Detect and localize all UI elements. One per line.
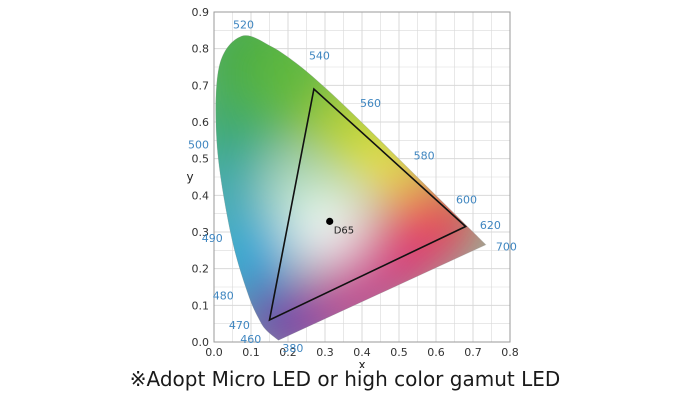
- gamut-triangle-layer: D65: [268, 87, 468, 322]
- gamut-triangle: [268, 87, 468, 322]
- y-tick-label: 0.3: [192, 226, 210, 239]
- caption: ※Adopt Micro LED or high color gamut LED: [129, 367, 561, 391]
- y-tick-label: 0.8: [192, 43, 210, 56]
- y-tick-label: 0.4: [192, 189, 210, 202]
- wavelength-label-560: 560: [360, 97, 381, 110]
- wavelength-label-380: 380: [282, 342, 303, 355]
- wavelength-label-490: 490: [202, 232, 223, 245]
- x-tick-label: 0.8: [501, 346, 519, 359]
- white-point-label: D65: [334, 225, 354, 236]
- y-tick-label: 0.0: [192, 336, 210, 349]
- white-point-marker: [326, 217, 334, 225]
- x-tick-label: 0.0: [205, 346, 223, 359]
- wavelength-label-700: 700: [496, 241, 517, 254]
- x-tick-label: 0.6: [427, 346, 445, 359]
- axes: 0.0 0.1 0.2 0.3 0.4 0.5 0.6 0.7 0.8 0.0 0.1 0.2 0.3 0…: [186, 6, 518, 368]
- x-tick-label: 0.2: [279, 346, 297, 359]
- wavelength-label-470: 470: [229, 319, 250, 332]
- y-tick-label: 0.1: [192, 299, 210, 312]
- wavelength-label-620: 620: [480, 219, 501, 232]
- cie-diagram-svg: D65 0.0 0.1 0.2 0.3 0.4 0.5 0.6 0.7 0.8 0.0 0.1 0.2…: [186, 6, 518, 368]
- plot-frame: [213, 11, 511, 343]
- x-tick-label: 0.7: [464, 346, 482, 359]
- x-tick-label: 0.1: [242, 346, 260, 359]
- wavelength-label-460: 460: [240, 333, 261, 346]
- y-tick-label: 0.5: [192, 153, 210, 166]
- y-tick-label: 0.7: [192, 79, 210, 92]
- wavelength-label-580: 580: [414, 150, 435, 163]
- y-axis-label: y: [186, 170, 193, 184]
- x-tick-label: 0.3: [316, 346, 334, 359]
- wavelength-label-500: 500: [188, 139, 209, 152]
- y-tick-label: 0.6: [192, 116, 210, 129]
- y-tick-label: 0.9: [192, 6, 210, 19]
- wavelength-label-540: 540: [309, 49, 330, 62]
- cie-chromaticity-chart: D65 0.0 0.1 0.2 0.3 0.4 0.5 0.6 0.7 0.8 0.0 0.1 0.2…: [186, 6, 518, 368]
- x-axis-label: x: [358, 358, 365, 368]
- x-tick-label: 0.4: [353, 346, 371, 359]
- wavelength-label-520: 520: [233, 18, 254, 31]
- wavelength-label-600: 600: [456, 193, 477, 206]
- wavelength-label-480: 480: [213, 289, 234, 302]
- x-tick-label: 0.5: [390, 346, 408, 359]
- y-tick-label: 0.2: [192, 263, 210, 276]
- spectral-locus-outline: [215, 35, 487, 341]
